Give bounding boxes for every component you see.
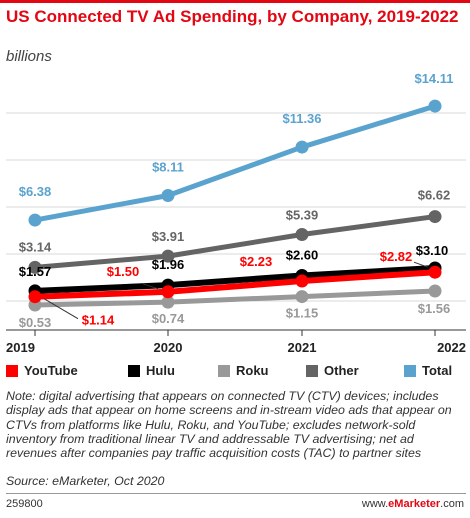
chart-source: Source: eMarketer, Oct 2020	[6, 474, 165, 488]
data-point-roku-2022	[428, 284, 442, 298]
series-line-roku	[34, 288, 436, 308]
data-label-youtube-2020: $1.50	[107, 264, 140, 279]
legend-item-youtube: YouTube	[6, 363, 78, 378]
data-point-total-2022	[428, 99, 442, 113]
data-point-youtube-2020	[161, 285, 175, 299]
data-label-youtube-2022: $2.82	[380, 249, 413, 264]
leader-line-youtube-2	[413, 261, 429, 268]
data-point-total-2021	[295, 140, 309, 154]
leader-line-youtube-1	[142, 283, 159, 290]
footer-rule	[6, 493, 466, 494]
legend: YouTube Hulu Roku Other Total	[6, 363, 466, 381]
x-tick-label-2019: 2019	[6, 340, 35, 355]
line-chart: 2019 2020 2021 2022 $0.53 $0.74 $1.15 $1.56 $3.1…	[6, 71, 466, 355]
series-line-hulu	[34, 265, 436, 294]
x-tick-label-2022: 2022	[437, 340, 466, 355]
data-point-other-2019	[28, 260, 42, 274]
chart-subtitle: billions	[6, 48, 52, 65]
data-point-other-2020	[161, 249, 175, 263]
data-label-roku-2021: $1.15	[286, 306, 319, 321]
data-point-youtube-2019	[28, 290, 42, 304]
series-line-total	[34, 103, 436, 223]
data-label-total-2020: $8.11	[152, 159, 184, 174]
leader-line-youtube-0	[43, 298, 79, 320]
data-label-other-2020: $3.91	[152, 229, 185, 244]
data-label-other-2019: $3.14	[19, 239, 52, 254]
legend-label-roku: Roku	[236, 363, 269, 378]
data-point-roku-2021	[295, 290, 309, 304]
emarketer-credit[interactable]: www.eMarketer.com	[362, 498, 464, 510]
emarketer-logo-text: eMarketer	[388, 498, 441, 510]
data-point-youtube-2022	[428, 265, 442, 279]
data-label-total-2022: $14.11	[414, 71, 453, 86]
legend-swatch-other	[306, 364, 318, 377]
data-label-total-2021: $11.36	[282, 111, 321, 126]
credit-suffix: .com	[440, 498, 464, 510]
legend-label-total: Total	[422, 363, 453, 378]
legend-label-youtube: YouTube	[24, 363, 78, 378]
data-point-other-2021	[295, 228, 309, 242]
chart-code: 259800	[6, 498, 43, 510]
series-line-youtube	[34, 269, 436, 300]
legend-swatch-roku	[218, 364, 230, 377]
data-point-roku-2020	[161, 295, 175, 309]
data-label-hulu-2022: $3.10	[416, 243, 449, 258]
data-label-roku-2019: $0.53	[19, 315, 52, 330]
data-point-total-2020	[161, 188, 175, 202]
chart-title: US Connected TV Ad Spending, by Company,…	[6, 7, 459, 26]
data-label-other-2022: $6.62	[418, 188, 451, 203]
series-line-other	[34, 214, 436, 270]
legend-label-other: Other	[324, 363, 359, 378]
data-label-hulu-2021: $2.60	[286, 248, 319, 263]
legend-item-hulu: Hulu	[128, 363, 175, 378]
data-label-roku-2022: $1.56	[418, 301, 451, 316]
data-label-other-2021: $5.39	[286, 208, 319, 223]
legend-label-hulu: Hulu	[146, 363, 175, 378]
data-label-hulu-2019: $1.57	[19, 264, 52, 279]
data-label-hulu-2020: $1.96	[152, 257, 185, 272]
top-rule	[0, 0, 470, 3]
data-point-total-2019	[28, 213, 42, 227]
legend-swatch-hulu	[128, 364, 140, 377]
legend-swatch-youtube	[6, 364, 18, 377]
legend-item-total: Total	[404, 363, 452, 378]
legend-swatch-total	[404, 364, 416, 377]
data-label-youtube-2021: $2.23	[240, 254, 273, 269]
credit-prefix: www.	[361, 498, 389, 510]
legend-item-other: Other	[306, 363, 359, 378]
x-tick-label-2020: 2020	[154, 340, 183, 355]
legend-item-roku: Roku	[218, 363, 269, 378]
data-point-other-2022	[428, 210, 442, 224]
data-point-youtube-2021	[295, 274, 309, 288]
x-tick-label-2021: 2021	[288, 340, 317, 355]
data-label-youtube-2019: $1.14	[82, 313, 115, 328]
data-label-total-2019: $6.38	[19, 184, 52, 199]
chart-note: Note: digital advertising that appears o…	[6, 389, 452, 461]
data-label-roku-2020: $0.74	[152, 311, 185, 326]
